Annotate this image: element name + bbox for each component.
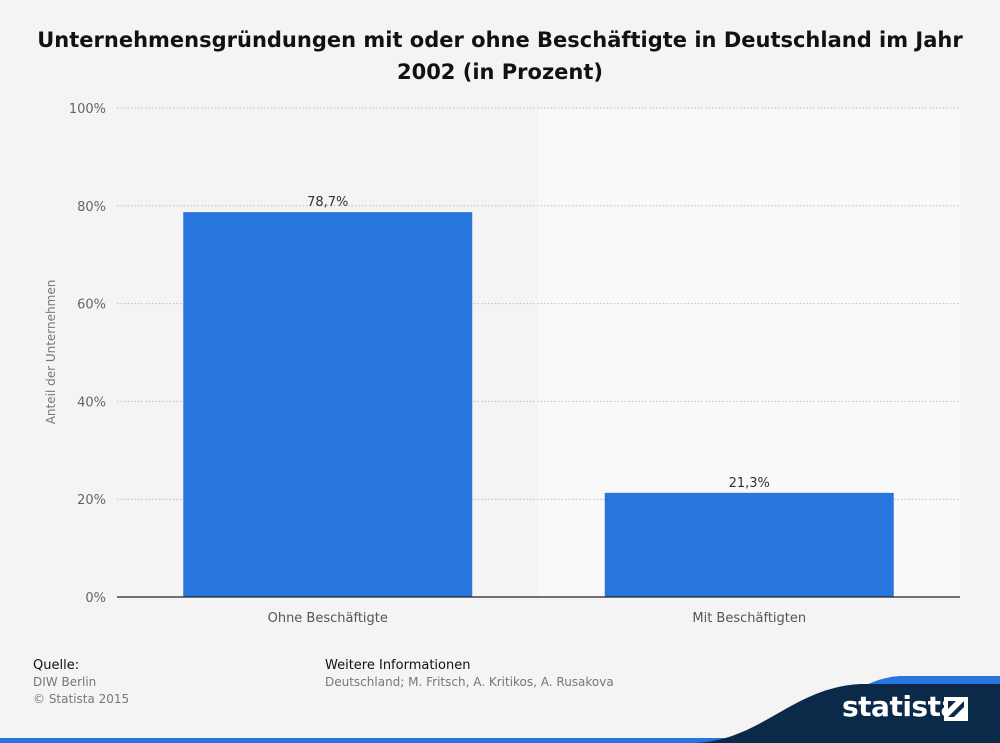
x-tick-label: Mit Beschäftigten <box>692 611 806 626</box>
x-tick-label: Ohne Beschäftigte <box>268 611 388 626</box>
y-tick-label: 40% <box>77 395 106 410</box>
value-labels: 78,7% 21,3% <box>307 195 770 491</box>
y-tick-label: 60% <box>77 298 106 313</box>
bar[interactable] <box>604 492 894 597</box>
y-axis-ticks: 0% 20% 40% 60% 80% 100% <box>69 102 106 606</box>
bars <box>183 212 894 598</box>
info-text: Deutschland; M. Fritsch, A. Kritikos, A.… <box>325 675 614 689</box>
y-axis-label: Anteil der Unternehmen <box>44 280 58 425</box>
copyright-line: © Statista 2015 <box>33 692 130 706</box>
info-block: Weitere Informationen Deutschland; M. Fr… <box>325 657 614 691</box>
statista-logo-icon[interactable] <box>944 697 968 721</box>
bar-chart: 0% 20% 40% 60% 80% 100% 78,7% 21,3% Ohne Besch… <box>44 102 960 626</box>
chart-title: Unternehmensgründungen mit oder ohne Bes… <box>37 28 963 84</box>
y-tick-label: 0% <box>85 591 106 606</box>
source-line: DIW Berlin <box>33 675 97 689</box>
source-block: Quelle: DIW Berlin © Statista 2015 <box>33 657 129 708</box>
info-heading: Weitere Informationen <box>325 658 471 673</box>
bar[interactable] <box>183 212 473 598</box>
brand-swoosh-dark <box>690 684 1000 743</box>
bar-value-label: 78,7% <box>307 195 348 210</box>
statista-logo-text[interactable]: statista <box>842 690 959 723</box>
x-axis-labels: Ohne Beschäftigte Mit Beschäftigten <box>268 611 807 626</box>
bar-value-label: 21,3% <box>729 476 770 491</box>
y-tick-label: 80% <box>77 200 106 215</box>
source-heading: Quelle: <box>33 658 80 673</box>
y-tick-label: 100% <box>69 102 106 117</box>
y-tick-label: 20% <box>77 493 106 508</box>
